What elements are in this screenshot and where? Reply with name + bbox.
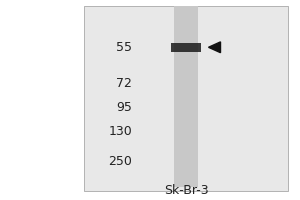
Polygon shape — [208, 42, 220, 53]
Text: 95: 95 — [116, 101, 132, 114]
Text: 130: 130 — [108, 125, 132, 138]
Text: Sk-Br-3: Sk-Br-3 — [164, 184, 208, 197]
Text: 250: 250 — [108, 155, 132, 168]
Bar — [171, 43, 201, 52]
Bar — [174, 6, 198, 187]
Text: 72: 72 — [116, 77, 132, 90]
Text: 55: 55 — [116, 41, 132, 54]
Bar — [84, 6, 288, 191]
